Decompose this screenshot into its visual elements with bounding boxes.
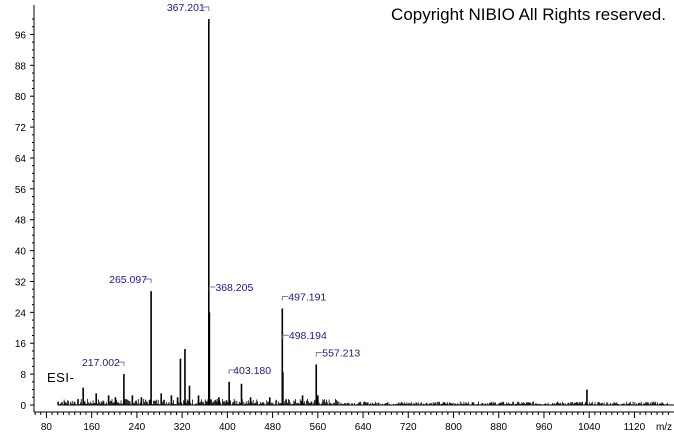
peak-label-bracket xyxy=(208,286,216,291)
x-tick-label: 1040 xyxy=(578,422,601,433)
peak-label: 217.002 xyxy=(82,357,120,369)
x-axis-title: m/z xyxy=(656,422,672,433)
x-tick-label: 800 xyxy=(445,422,462,433)
ionization-mode-label: ESI- xyxy=(47,370,75,385)
peak-label: 497.191 xyxy=(288,292,326,304)
peak-label-bracket xyxy=(315,351,323,357)
y-tick-label: 8 xyxy=(20,370,26,381)
y-tick-label: 80 xyxy=(15,92,27,103)
x-tick-label: 320 xyxy=(174,422,191,433)
x-tick-label: 80 xyxy=(41,422,53,433)
peak-label-bracket xyxy=(117,361,125,367)
peak-label-bracket xyxy=(145,278,152,284)
peak-label: 557.213 xyxy=(322,347,360,359)
y-tick-label: 72 xyxy=(15,123,27,134)
peak-label: 368.205 xyxy=(215,282,253,294)
x-tick-label: 240 xyxy=(129,422,146,433)
y-tick-label: 64 xyxy=(15,154,27,165)
y-tick-label: 24 xyxy=(15,308,27,319)
y-tick-label: 88 xyxy=(15,61,27,72)
peak-label-bracket xyxy=(282,334,289,340)
peak-label: 498.194 xyxy=(289,330,327,342)
peak-series xyxy=(82,19,588,405)
y-tick-label: 40 xyxy=(15,247,27,258)
copyright-notice: Copyright NIBIO All Rights reserved. xyxy=(391,5,666,24)
peak-label-bracket xyxy=(202,6,210,11)
x-tick-label: 560 xyxy=(309,422,326,433)
x-tick-label: 960 xyxy=(536,422,553,433)
peak-annotations: 217.002 265.097 367.201 368.205 403.180 497.1… xyxy=(82,2,360,377)
baseline-noise xyxy=(57,398,674,406)
y-tick-label: 32 xyxy=(15,277,27,288)
y-tick-label: 96 xyxy=(15,30,27,41)
y-tick-label: 48 xyxy=(15,216,27,227)
x-tick-label: 720 xyxy=(400,422,417,433)
peak-label-bracket xyxy=(228,369,236,374)
peak-label: 403.180 xyxy=(233,365,271,377)
x-tick-label: 480 xyxy=(264,422,281,433)
peak-label-bracket xyxy=(281,296,289,301)
x-tick-label: 160 xyxy=(83,422,100,433)
x-tick-label: 880 xyxy=(490,422,507,433)
x-tick-label: 400 xyxy=(219,422,236,433)
y-tick-label: 0 xyxy=(20,401,26,412)
y-tick-label: 56 xyxy=(15,185,27,196)
peak-label: 265.097 xyxy=(109,274,147,286)
x-tick-label: 1120 xyxy=(624,422,646,433)
y-tick-label: 16 xyxy=(15,339,27,350)
peak-label: 367.201 xyxy=(167,2,205,14)
axes: 0 8 16 24 32 40 48 56 64 72 80 88 96 80 160 240 320 400 48… xyxy=(15,5,674,433)
x-tick-label: 640 xyxy=(355,422,372,433)
